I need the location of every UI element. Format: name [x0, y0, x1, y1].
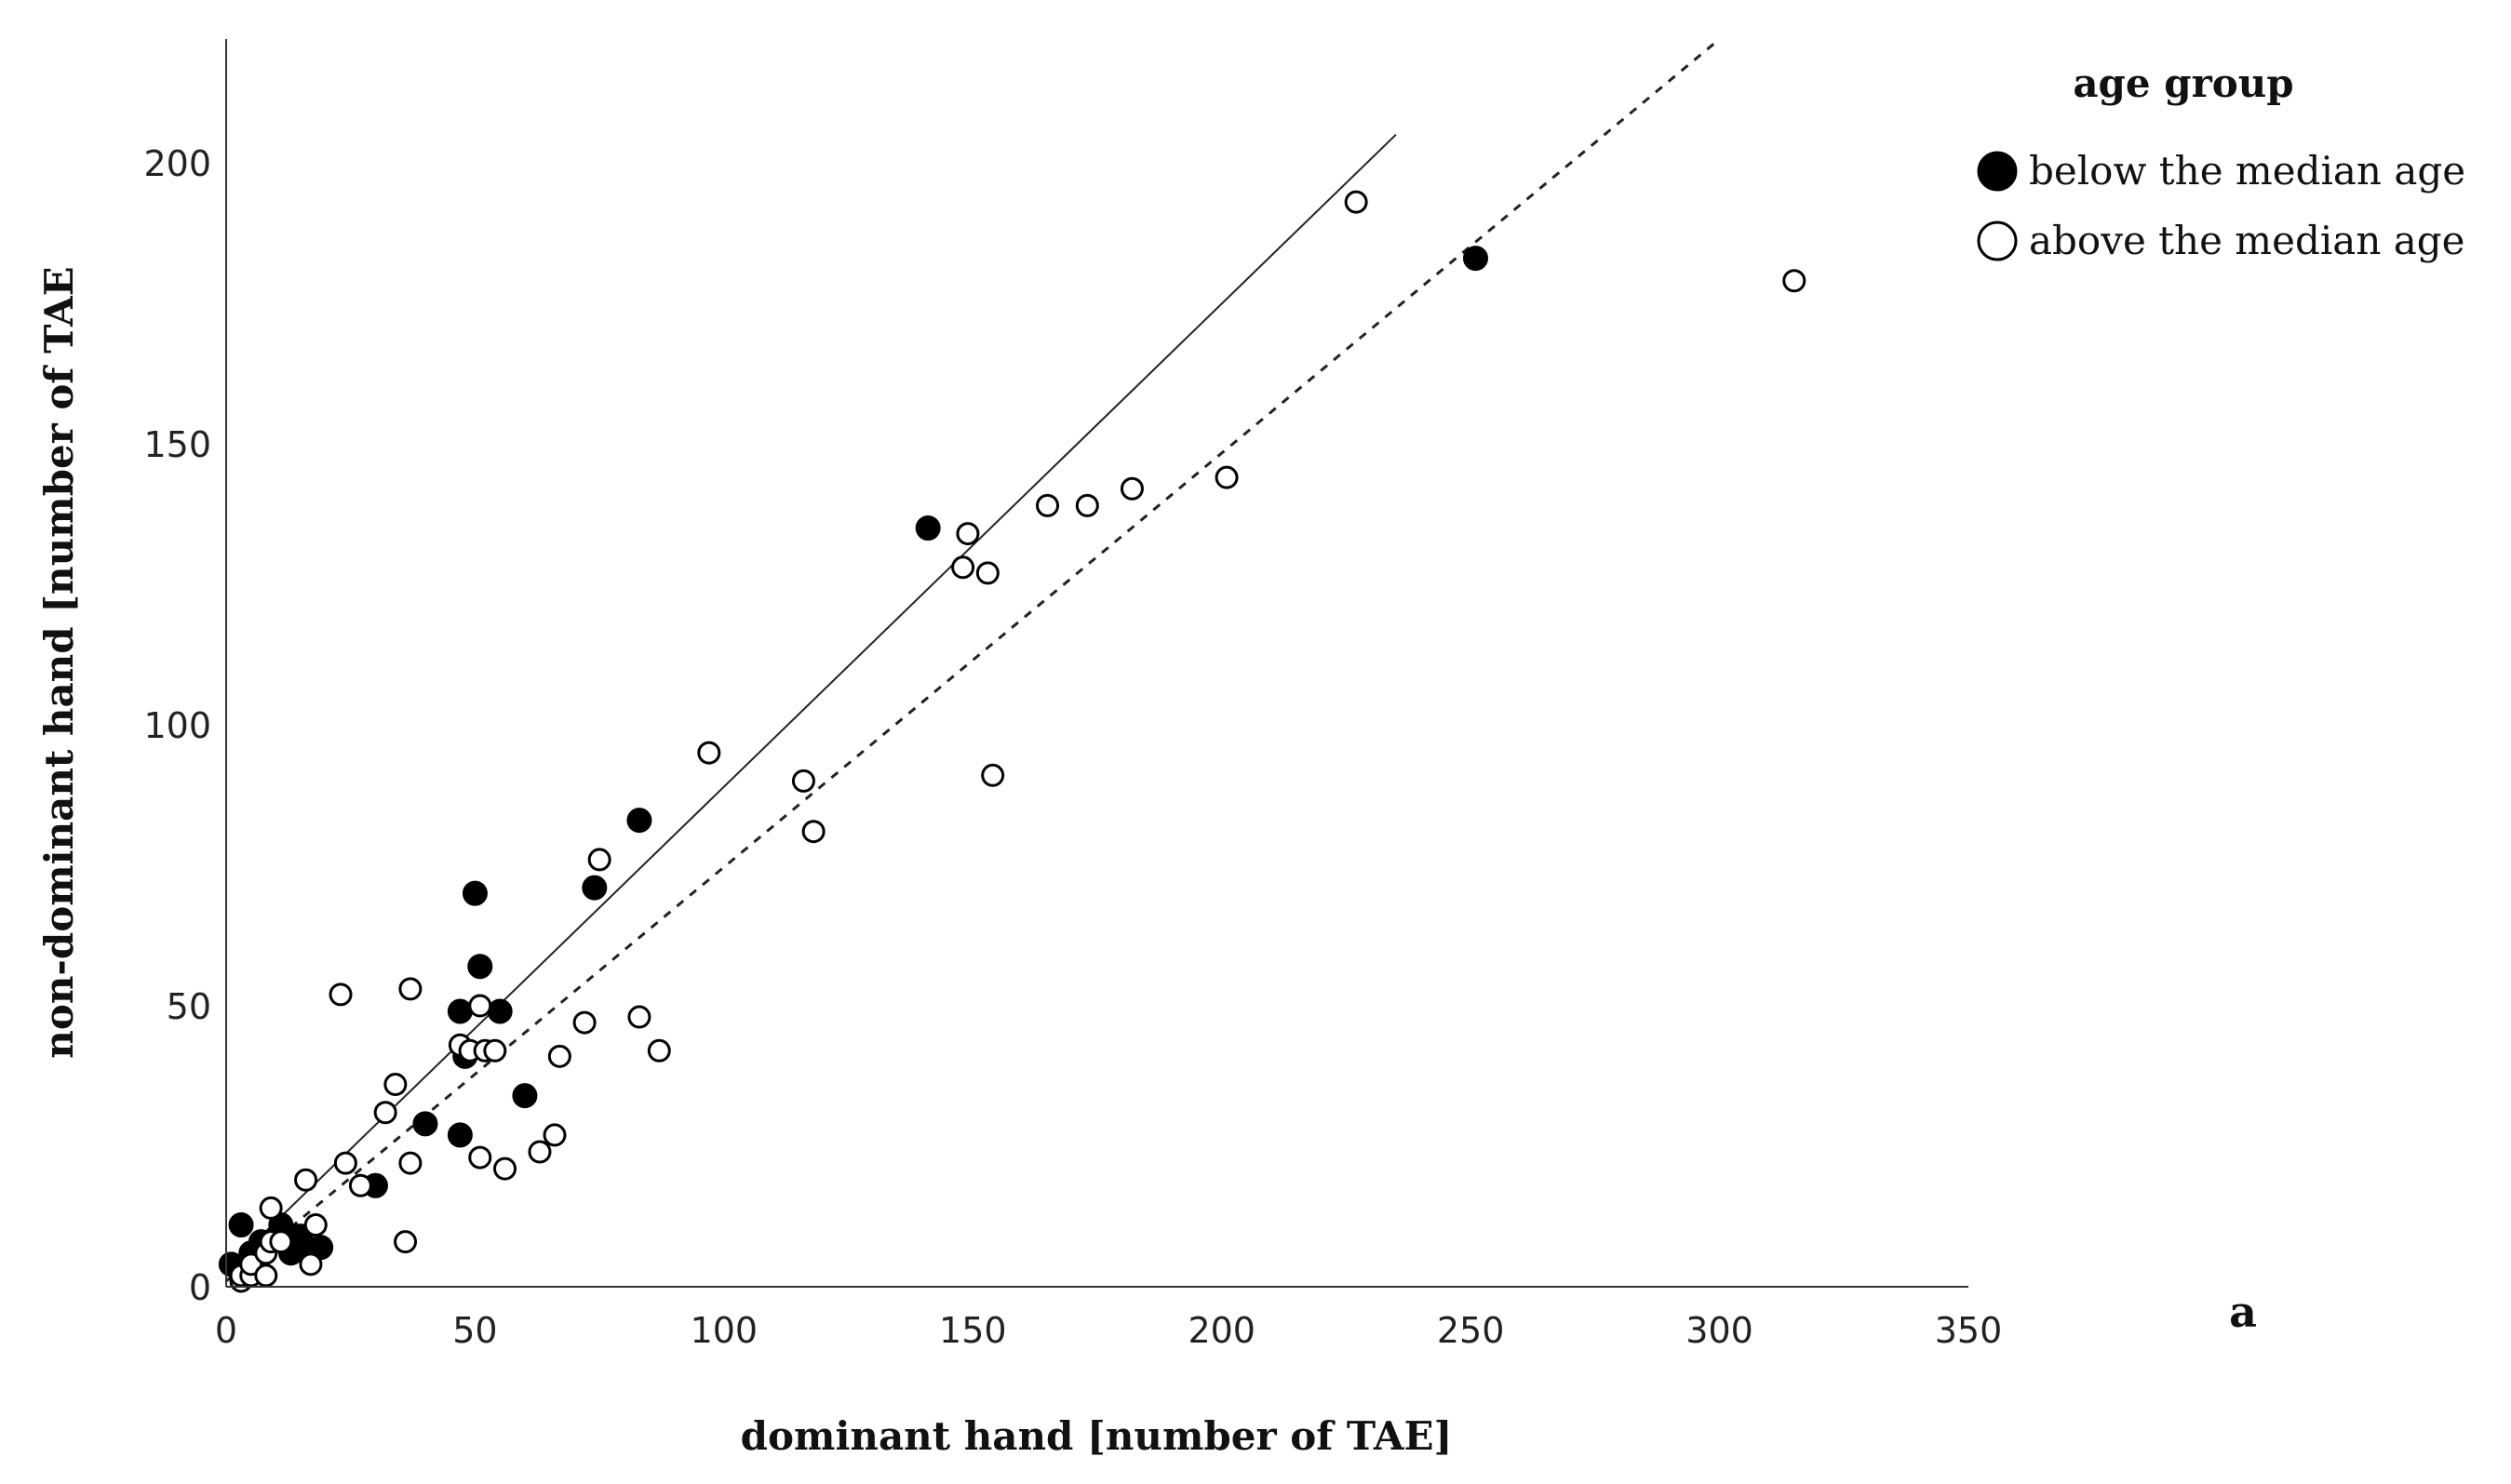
- data-point-above-median: [329, 983, 353, 1007]
- data-point-above-median: [1120, 476, 1144, 501]
- x-tick-label: 50: [452, 1310, 497, 1351]
- data-point-above-median: [951, 555, 975, 580]
- data-point-below-median: [487, 998, 513, 1024]
- data-point-above-median: [303, 1213, 328, 1237]
- data-point-above-median: [547, 1044, 571, 1068]
- y-tick-label: 0: [189, 1267, 211, 1308]
- data-point-above-median: [956, 522, 980, 546]
- data-point-above-median: [299, 1252, 323, 1277]
- data-point-above-median: [483, 1038, 507, 1063]
- data-point-above-median: [383, 1073, 408, 1097]
- x-tick-label: 300: [1685, 1310, 1753, 1351]
- y-tick-label: 50: [167, 986, 211, 1027]
- data-point-above-median: [254, 1263, 278, 1288]
- legend-label-below-median: below the median age: [2029, 148, 2465, 194]
- data-point-above-median: [468, 994, 492, 1018]
- data-point-above-median: [1036, 493, 1060, 517]
- data-point-below-median: [462, 880, 488, 906]
- data-point-above-median: [398, 1151, 423, 1175]
- data-point-above-median: [981, 763, 1005, 787]
- data-point-above-median: [1075, 493, 1099, 517]
- data-point-below-median: [626, 808, 652, 834]
- y-axis-title: non-dominant hand [number of TAE: [36, 266, 82, 1058]
- data-point-above-median: [1215, 465, 1239, 489]
- data-point-above-median: [543, 1123, 567, 1147]
- y-tick-label: 100: [143, 705, 211, 746]
- data-point-below-median: [447, 1122, 473, 1148]
- data-point-above-median: [348, 1173, 372, 1197]
- data-point-above-median: [697, 741, 721, 765]
- data-point-below-median: [412, 1111, 438, 1137]
- data-point-above-median: [269, 1230, 293, 1254]
- data-point-above-median: [627, 1005, 651, 1029]
- data-point-below-median: [582, 875, 608, 901]
- data-point-above-median: [528, 1140, 552, 1164]
- panel-label: a: [2229, 1287, 2257, 1337]
- x-tick-label: 150: [939, 1310, 1007, 1351]
- y-tick-label: 150: [143, 424, 211, 465]
- data-point-above-median: [394, 1230, 418, 1254]
- legend-label-above-median: above the median age: [2029, 218, 2465, 263]
- y-tick-label: 200: [143, 143, 211, 184]
- data-point-above-median: [493, 1156, 517, 1181]
- data-point-below-median: [512, 1083, 538, 1109]
- data-point-above-median: [647, 1038, 671, 1063]
- data-point-above-median: [294, 1168, 318, 1192]
- data-point-below-median: [228, 1212, 254, 1238]
- data-point-below-median: [447, 998, 473, 1024]
- data-point-below-median: [915, 515, 941, 541]
- x-tick-label: 250: [1437, 1310, 1505, 1351]
- data-point-above-median: [398, 977, 423, 1001]
- plot-area: [218, 37, 1806, 1293]
- data-point-above-median: [587, 848, 611, 872]
- fit-line-above-median: [225, 37, 1721, 1283]
- x-axis-title: dominant hand [number of TAE]: [741, 1413, 1453, 1459]
- data-point-above-median: [373, 1101, 397, 1125]
- data-point-above-median: [572, 1010, 597, 1035]
- fit-line-below-median: [225, 133, 1397, 1271]
- data-point-above-median: [975, 561, 1000, 585]
- data-point-above-median: [791, 769, 815, 793]
- x-tick-label: 200: [1188, 1310, 1256, 1351]
- legend: age group below the median age above the…: [1977, 60, 2465, 263]
- legend-marker-below-median: [1977, 151, 2018, 192]
- data-point-below-median: [1462, 246, 1488, 272]
- legend-marker-above-median: [1977, 221, 2018, 261]
- data-point-above-median: [333, 1151, 357, 1175]
- x-tick-label: 350: [1935, 1310, 2003, 1351]
- data-point-above-median: [801, 820, 826, 844]
- data-point-above-median: [1344, 190, 1368, 214]
- x-tick-label: 0: [215, 1310, 237, 1351]
- data-point-above-median: [259, 1196, 283, 1220]
- legend-title: age group: [2073, 60, 2293, 106]
- x-tick-labels: 0 50 100 150 200 250 300 350: [215, 1310, 2002, 1351]
- data-point-below-median: [467, 954, 493, 980]
- data-point-above-median: [468, 1145, 492, 1170]
- x-tick-label: 100: [691, 1310, 759, 1351]
- data-point-above-median: [1782, 269, 1806, 293]
- y-tick-labels: 0 50 100 150 200: [143, 143, 211, 1308]
